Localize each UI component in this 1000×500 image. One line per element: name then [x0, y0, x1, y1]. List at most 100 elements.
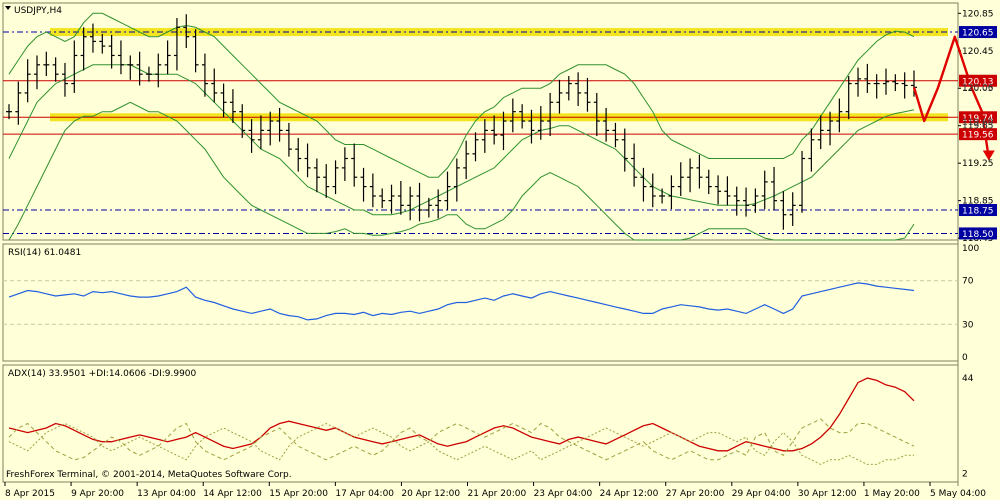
chart-title-price: USDJPY,H4: [14, 6, 62, 16]
level-label-box: [959, 204, 997, 217]
price-bar: [565, 76, 572, 101]
price-bar: [500, 111, 507, 151]
price-bar: [332, 160, 339, 195]
price-bar: [724, 176, 731, 206]
price-tick-label: 119.65: [962, 122, 994, 132]
price-bar: [379, 188, 386, 209]
price-bar: [108, 34, 115, 69]
price-bar: [388, 184, 395, 214]
price-bar: [519, 104, 526, 129]
price-bar: [435, 189, 442, 219]
price-bar: [799, 151, 806, 213]
price-bar: [285, 122, 292, 157]
rsi-tick-label: 30: [962, 320, 974, 330]
price-bar: [43, 51, 50, 77]
level-label-box: [959, 74, 997, 87]
x-tick-label: 24 Apr 12:00: [600, 489, 659, 499]
price-bar: [836, 98, 843, 133]
price-bar: [397, 180, 404, 215]
level-label: 119.74: [962, 114, 994, 124]
price-bar: [845, 76, 852, 120]
price-bar: [117, 40, 124, 75]
price-bar: [425, 197, 432, 218]
price-bar: [71, 40, 78, 93]
bollinger-lower: [8, 101, 915, 241]
price-bar: [528, 109, 535, 144]
price-bar: [733, 186, 740, 216]
price-bar: [640, 167, 647, 202]
price-bar: [883, 68, 890, 95]
price-bar: [33, 55, 40, 90]
level-label: 119.56: [962, 131, 994, 141]
bollinger-middle: [8, 64, 915, 216]
price-bar: [24, 59, 31, 103]
price-bar: [752, 188, 759, 213]
level-label: 118.50: [962, 230, 994, 240]
price-bar: [556, 79, 563, 114]
chart-title-adx: ADX(14) 33.9501 +DI:14.0606 -DI:9.9900: [8, 369, 197, 379]
adx-series-line: [8, 377, 915, 452]
price-tick-label: 118.85: [962, 197, 994, 207]
level-label: 118.75: [962, 207, 994, 217]
price-bar: [295, 137, 302, 172]
price-bar: [705, 169, 712, 195]
price-bar: [127, 55, 134, 80]
price-tick-label: 120.05: [962, 84, 994, 94]
price-bar: [407, 186, 414, 221]
price-bar: [173, 17, 180, 71]
price-bar: [360, 167, 367, 202]
price-bar: [901, 72, 908, 99]
price-bar: [313, 158, 320, 193]
price-tick-label: 119.25: [962, 159, 994, 169]
price-bar: [248, 119, 255, 153]
level-label-box: [959, 227, 997, 240]
price-bar: [453, 158, 460, 202]
x-tick-label: 20 Apr 12:00: [401, 489, 460, 499]
price-bar: [201, 53, 208, 97]
current-price-label: 119.65: [962, 122, 994, 132]
chart-title-rsi: RSI(14) 61.0481: [8, 248, 81, 258]
adx-tick-label: 44: [962, 374, 974, 384]
level-label-box: [959, 26, 997, 39]
price-bar: [668, 175, 675, 210]
price-bar: [491, 115, 498, 145]
price-bar: [52, 57, 59, 82]
price-bar: [621, 128, 628, 172]
price-bar: [229, 89, 236, 123]
x-tick-label: 27 Apr 20:00: [666, 489, 725, 499]
price-bar: [593, 92, 600, 137]
x-tick-label: 17 Apr 04:00: [335, 489, 394, 499]
x-tick-label: 14 Apr 12:00: [203, 489, 262, 499]
adx-series-line: [8, 418, 915, 461]
price-bar: [575, 72, 582, 107]
price-bar: [509, 98, 516, 133]
price-bar: [220, 83, 227, 118]
price-bar: [80, 27, 87, 71]
price-bar: [341, 147, 348, 181]
adx-tick-label: 2: [962, 469, 968, 479]
price-bar: [211, 68, 218, 103]
adx-series-line: [8, 422, 914, 465]
x-tick-label: 21 Apr 20:00: [468, 489, 527, 499]
price-tick-label: 120.45: [962, 47, 994, 57]
price-bar: [817, 115, 824, 150]
price-bar: [164, 40, 171, 75]
rsi-tick-label: 0: [962, 353, 968, 363]
x-tick-label: 13 Apr 04:00: [137, 489, 196, 499]
price-bar: [15, 81, 22, 125]
bollinger-upper: [8, 12, 915, 178]
price-bar: [696, 154, 703, 189]
price-bar: [715, 175, 722, 205]
price-bar: [145, 66, 152, 82]
price-bar: [584, 77, 591, 112]
current-price-label: 120.06: [962, 83, 994, 93]
rsi-line: [8, 282, 915, 321]
current-price-label: 119.69: [962, 118, 994, 128]
price-bar: [6, 104, 12, 120]
level-label: 120.65: [962, 29, 994, 39]
forecast-arrow-head-icon: [982, 150, 995, 161]
level-label-box: [959, 128, 997, 141]
price-bar: [743, 187, 750, 217]
price-bar: [808, 128, 815, 172]
